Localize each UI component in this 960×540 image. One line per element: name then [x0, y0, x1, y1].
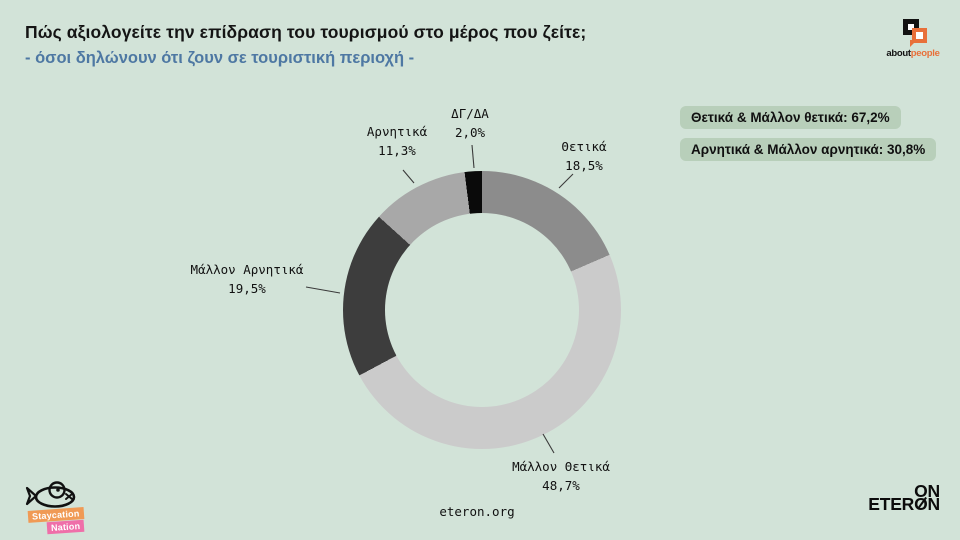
slice-label-name: ΔΓ/ΔΑ: [451, 106, 489, 121]
slice-label-value: 11,3%: [378, 142, 416, 158]
slice-label-thetika: Θετικά 18,5%: [524, 138, 644, 175]
aboutpeople-speech-tail-icon: [910, 40, 917, 47]
leader-line-arnitika: [402, 169, 415, 184]
leader-line-dgda: [471, 144, 475, 169]
slice-label-name: Μάλλον Θετικά: [512, 459, 610, 474]
slice-label-value: 19,5%: [228, 280, 266, 296]
slice-label-name: Θετικά: [561, 139, 607, 154]
fish-icon: [25, 481, 76, 508]
aboutpeople-logo: aboutpeople: [885, 17, 941, 59]
slice-label-value: 2,0%: [454, 124, 486, 140]
slice-label-value: 48,7%: [542, 477, 580, 493]
slice-label-dgda: ΔΓ/ΔΑ 2,0%: [410, 105, 530, 142]
eteron-logo-on: ON: [914, 481, 940, 501]
aboutpeople-wordmark: aboutpeople: [885, 48, 941, 59]
nation-chip: Nation: [46, 519, 85, 535]
slice-label-value: 18,5%: [565, 157, 603, 173]
summary-badge-positive: Θετικά & Μάλλον θετικά: 67,2%: [680, 106, 901, 129]
summary-badge-negative: Αρνητικά & Μάλλον αρνητικά: 30,8%: [680, 138, 937, 161]
staycation-nation-logo: Staycation Nation: [24, 478, 94, 536]
eteron-logo-eteron: ETERON: [868, 494, 940, 514]
page-title: Πώς αξιολογείτε την επίδραση του τουρισμ…: [25, 22, 587, 42]
slice-label-name: Αρνητικά: [366, 124, 428, 139]
aboutpeople-orange-square-icon: [912, 28, 927, 43]
page-subtitle: - όσοι δηλώνουν ότι ζουν σε τουριστική π…: [25, 49, 415, 67]
aboutpeople-word-people: people: [910, 48, 940, 59]
slice-label-arnitika: Αρνητικά 11,3%: [337, 123, 457, 160]
eteron-slashed-o: O: [914, 495, 928, 513]
footer-url: eteron.org: [439, 504, 515, 519]
slice-label-mallon-arnitika: Μάλλον Αρνητικά 19,5%: [157, 261, 337, 298]
slice-label-mallon-thetika: Μάλλον Θετικά 48,7%: [471, 458, 651, 495]
aboutpeople-word-about: about: [886, 48, 911, 59]
leader-line-thetika: [558, 173, 574, 189]
slice-label-name: Μάλλον Αρνητικά: [190, 262, 304, 277]
eteron-logo: ON ETERON: [868, 481, 940, 514]
donut-hole: [385, 213, 579, 407]
summary-badges: Θετικά & Μάλλον θετικά: 67,2% Αρνητικά &…: [680, 106, 937, 161]
leader-line-mallon-thetika: [542, 433, 555, 454]
